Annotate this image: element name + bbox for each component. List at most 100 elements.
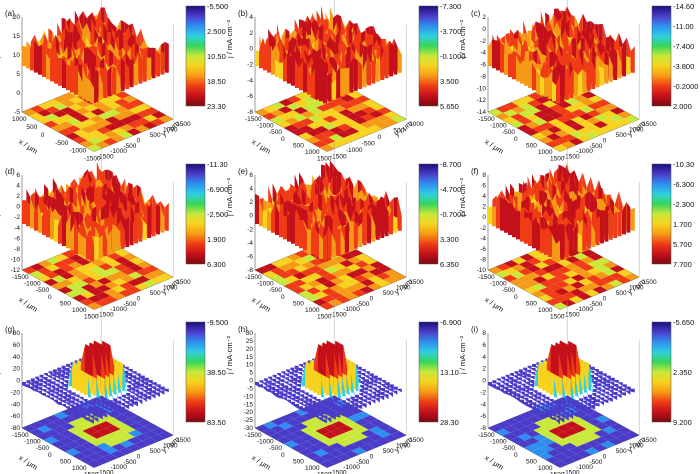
floor-cell — [314, 442, 330, 450]
floor-cell — [79, 140, 95, 148]
floor-cell — [360, 429, 376, 437]
floor-cell — [616, 434, 632, 442]
surface-strip — [58, 397, 63, 402]
surface-strip — [291, 212, 295, 244]
surface-strip — [107, 229, 112, 255]
z-tick-label: 0 — [249, 46, 253, 53]
surface-strip — [587, 398, 592, 404]
surface-strip — [62, 57, 66, 88]
floor-cell — [586, 267, 602, 276]
floor-cell — [549, 420, 565, 428]
x-tick-label: -1500 — [478, 116, 495, 123]
surface-strip — [518, 369, 523, 375]
floor-cell — [510, 113, 526, 121]
floor-cell — [118, 289, 134, 297]
surface-strip — [112, 406, 117, 412]
surface-strip — [320, 405, 325, 410]
y-tick-label: 0 — [137, 137, 141, 144]
floor-cell — [552, 144, 568, 152]
x-tick-label: -500 — [269, 445, 282, 452]
colorbar-tick-label: -6.900 — [207, 185, 229, 194]
floor-cell — [554, 280, 571, 288]
floor-cell — [602, 103, 618, 111]
surface-strip — [561, 409, 566, 415]
surface-strip — [156, 204, 160, 235]
floor-cell — [361, 264, 377, 272]
floor-cell — [343, 292, 359, 300]
colorbar-tick-label: 18.50 — [207, 77, 226, 86]
surface-strip — [42, 385, 47, 389]
surface-strip — [358, 60, 363, 89]
floor-cell — [134, 124, 150, 133]
surface-strip — [521, 387, 526, 392]
floor-cell — [608, 114, 625, 122]
y-tick-label: 500 — [616, 448, 627, 455]
surface-strip — [52, 369, 57, 375]
surface-strip — [533, 390, 538, 396]
floor-cell — [89, 431, 105, 439]
floor-cell — [102, 453, 118, 462]
surface-strip — [112, 228, 116, 253]
floor-cell — [517, 117, 533, 125]
surface-strip — [299, 364, 303, 368]
surface-strip — [520, 59, 524, 84]
floor-cell — [277, 271, 293, 279]
surface-strip — [103, 223, 108, 256]
surface-strip — [112, 69, 116, 95]
y-tick-label: -1000 — [110, 148, 127, 155]
surface-strip — [271, 382, 276, 387]
surface-strip — [82, 415, 86, 420]
y-tick-label: 0 — [603, 453, 607, 460]
surface-strip — [279, 387, 284, 392]
surface-strip — [609, 393, 614, 398]
floor-cell — [495, 428, 511, 436]
floor-cell — [143, 107, 159, 115]
surface-strip — [548, 226, 552, 257]
floor-cell — [602, 419, 618, 427]
floor-cell — [315, 111, 331, 119]
surface-strip — [496, 378, 501, 382]
floor-cell — [67, 268, 83, 277]
surface-strip — [267, 384, 272, 390]
floor-cell — [320, 295, 336, 303]
floor-cell — [578, 271, 594, 279]
floor-cell — [301, 419, 317, 427]
floor-cell — [383, 111, 399, 119]
floor-cell — [82, 269, 98, 277]
surface-strip — [537, 396, 542, 400]
surface-strip — [275, 393, 279, 399]
floor-cell — [52, 426, 68, 434]
floor-cell — [383, 427, 399, 435]
z-tick-label: -12 — [11, 267, 21, 274]
floor-cell — [262, 112, 278, 120]
surface-strip — [622, 388, 627, 392]
surface-strip — [140, 379, 145, 385]
floor-cell — [45, 257, 61, 265]
floor-cell — [291, 121, 307, 129]
surface-strip — [263, 386, 267, 392]
surface-strip — [546, 373, 550, 393]
y-tick-label: 1500 — [642, 437, 657, 444]
x-tick-label: 1000 — [72, 465, 87, 472]
surface-strip — [557, 403, 562, 409]
surface-strip — [57, 367, 62, 373]
floor-cell — [88, 280, 105, 288]
surface-strip — [136, 373, 141, 379]
colorbar-tick-label: -2.300 — [673, 200, 695, 209]
surface-strip — [90, 411, 95, 417]
colorbar-tick-label: -5.650 — [673, 318, 695, 327]
surface-strip — [346, 398, 351, 403]
floor-cell — [345, 436, 361, 444]
surface-strip — [293, 377, 298, 383]
floor-cell — [286, 411, 302, 419]
floor-cell — [375, 437, 391, 445]
x-tick-label: 1000 — [305, 149, 320, 156]
surface-strip — [564, 415, 569, 421]
floor-cell — [37, 260, 53, 268]
floor-cell — [335, 453, 351, 462]
surface-strip — [152, 386, 157, 391]
surface-strip — [64, 384, 68, 389]
floor-cell — [367, 440, 383, 449]
floor-cell — [106, 101, 122, 110]
surface-strip — [291, 397, 296, 402]
